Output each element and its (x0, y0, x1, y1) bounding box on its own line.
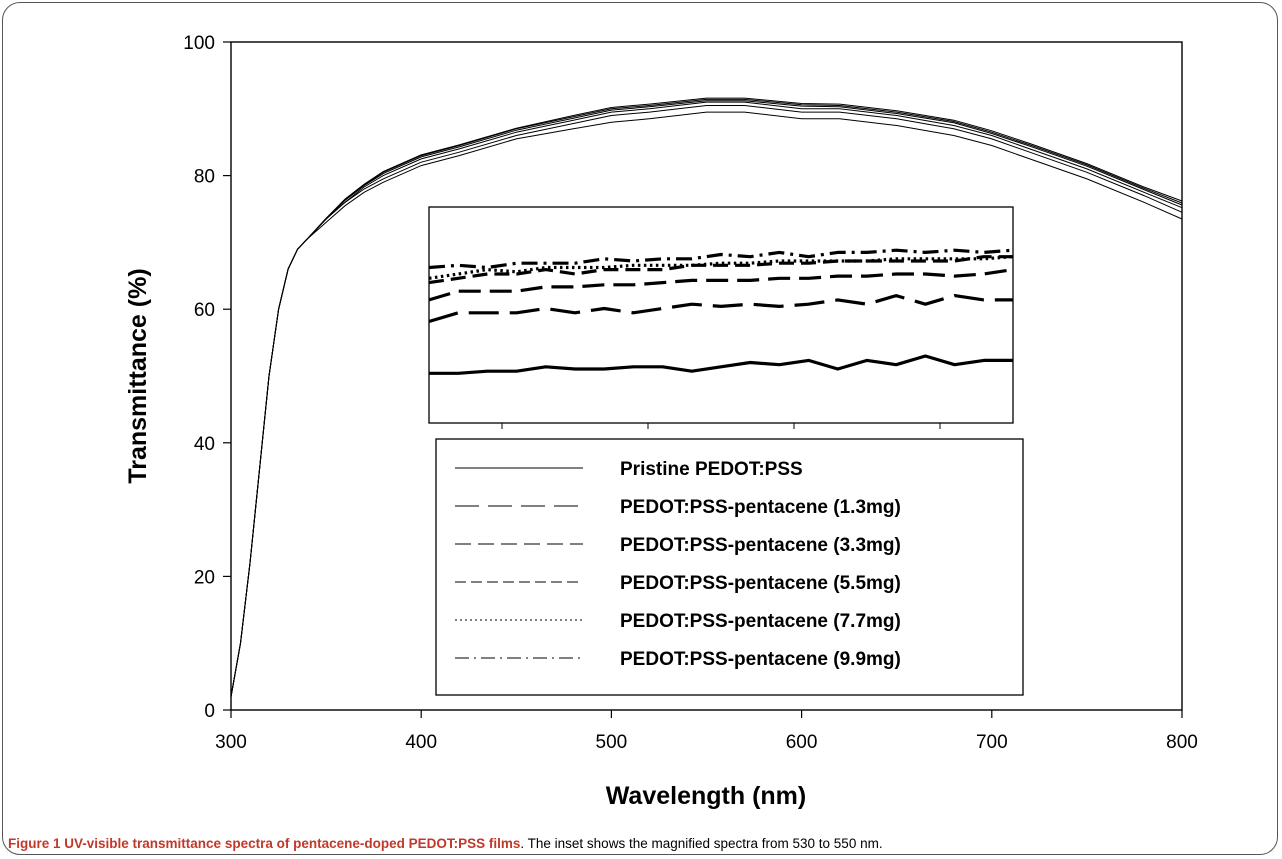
inset-series-line-5 (428, 255, 1014, 280)
inset-series-line-1 (429, 354, 1013, 375)
x-tick-label: 300 (215, 732, 247, 753)
y-tick-label: 40 (194, 434, 215, 455)
main-plot: 300 400 500 600 700 800 0 20 40 60 80 100 (183, 33, 1198, 753)
inset-series-line-6 (428, 248, 1014, 270)
x-tick-label: 600 (786, 732, 818, 753)
legend: Pristine PEDOT:PSS PEDOT:PSS-pentacene (1… (435, 438, 1024, 696)
inset-series-line-3 (428, 268, 1014, 302)
figure-caption: Figure 1 UV-visible transmittance spectr… (8, 836, 1274, 856)
inset-series-line-2 (428, 294, 1013, 324)
y-axis-title: Transmittance (%) (124, 268, 152, 483)
legend-label-5: PEDOT:PSS-pentacene (7.7mg) (620, 611, 901, 632)
y-tick-label: 80 (194, 167, 215, 188)
legend-label-6: PEDOT:PSS-pentacene (9.9mg) (620, 649, 901, 670)
y-tick-label: 60 (194, 300, 215, 321)
legend-label-2: PEDOT:PSS-pentacene (1.3mg) (620, 497, 901, 518)
legend-label-1: Pristine PEDOT:PSS (620, 459, 803, 480)
y-tick-label: 20 (194, 567, 215, 588)
y-tick-label: 100 (183, 33, 215, 54)
x-tick-label: 700 (976, 732, 1008, 753)
inset-series-line-4 (428, 255, 1013, 285)
legend-box (435, 438, 1024, 696)
inset-area (428, 206, 1014, 424)
x-tick-label: 400 (405, 732, 437, 753)
legend-label-3: PEDOT:PSS-pentacene (3.3mg) (620, 535, 901, 556)
legend-label-4: PEDOT:PSS-pentacene (5.5mg) (620, 573, 901, 594)
x-tick-label: 500 (596, 732, 628, 753)
x-tick-label: 800 (1166, 732, 1198, 753)
x-axis-title: Wavelength (nm) (606, 782, 806, 810)
series-line-6 (230, 97, 1183, 697)
inset-plot: 532.5537.5542.5547.5 (428, 206, 1014, 452)
caption-title: Figure 1 UV-visible transmittance spectr… (8, 836, 521, 851)
plot-area (230, 41, 1183, 711)
caption-text: . The inset shows the magnified spectra … (520, 836, 883, 851)
y-tick-label: 0 (204, 701, 215, 722)
